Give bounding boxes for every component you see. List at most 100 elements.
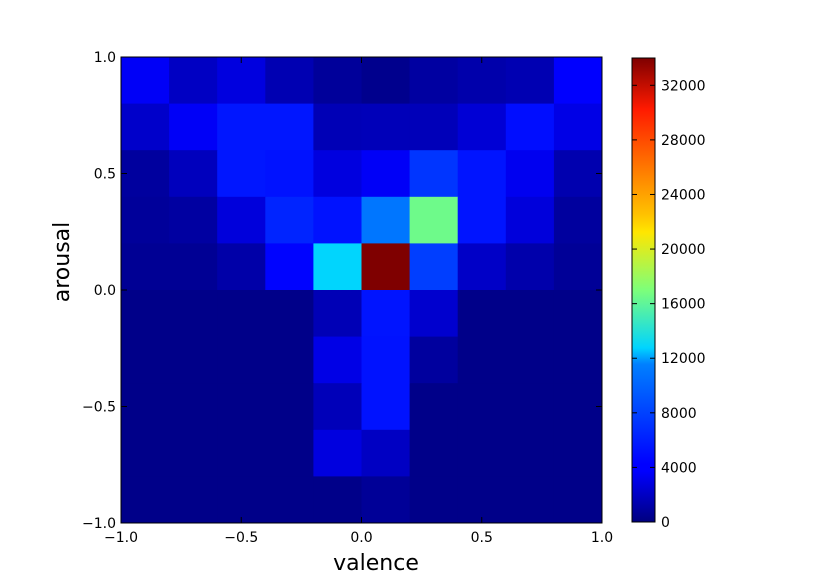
heatmap-cell [217, 290, 266, 338]
heatmap-cell [457, 383, 507, 431]
heatmap-cell [265, 243, 314, 291]
x-tick-label: 1.0 [591, 530, 613, 546]
heatmap-cell [553, 476, 603, 524]
heatmap-cell [121, 196, 170, 244]
heatmap-cell [553, 429, 603, 477]
heatmap-cell [457, 150, 507, 198]
heatmap-cell [265, 196, 314, 244]
heatmap-cells [121, 57, 603, 524]
colorbar-tick-label: 16000 [661, 297, 706, 313]
heatmap-cell [313, 243, 362, 291]
heatmap-cell [505, 196, 555, 244]
heatmap-cell [457, 57, 507, 105]
x-axis-ticks: −1.0 −0.5 0.0 0.5 1.0 [104, 57, 613, 546]
heatmap-cell [121, 476, 170, 524]
heatmap-cell [553, 243, 603, 291]
heatmap-cell [409, 429, 459, 477]
heatmap-cell [217, 476, 266, 524]
heatmap-cell [121, 290, 170, 338]
heatmap-cell [121, 150, 170, 198]
heatmap-cell [217, 336, 266, 384]
heatmap-cell [169, 150, 218, 198]
colorbar-tick-label: 0 [661, 515, 670, 531]
heatmap-cell [553, 383, 603, 431]
heatmap-cell [553, 196, 603, 244]
heatmap-cell [313, 57, 362, 105]
heatmap-cell [409, 57, 459, 105]
heatmap-cell [409, 150, 459, 198]
heatmap-cell [313, 336, 362, 384]
heatmap-cell [217, 103, 266, 151]
heatmap-cell [217, 243, 266, 291]
heatmap-cell [457, 196, 507, 244]
heatmap-cell [169, 196, 218, 244]
heatmap-cell [217, 196, 266, 244]
heatmap-cell [409, 383, 459, 431]
heatmap-cell [553, 336, 603, 384]
heatmap-cell [409, 103, 459, 151]
heatmap-cell [313, 196, 362, 244]
colorbar-tick-label: 20000 [661, 242, 706, 258]
heatmap-cell [505, 103, 555, 151]
x-tick-label: −0.5 [224, 530, 258, 546]
heatmap-cell [409, 196, 459, 244]
heatmap-cell [409, 336, 459, 384]
colorbar: 0 4000 8000 12000 16000 20000 24000 28000 32000 [631, 57, 706, 531]
y-axis-ticks: −1.0 −0.5 0.0 0.5 1.0 [82, 50, 602, 532]
heatmap-cell [217, 429, 266, 477]
y-axis-label: arousal [50, 222, 75, 303]
heatmap-cell [121, 57, 170, 105]
y-tick-label: 0.0 [94, 283, 116, 299]
x-tick-label: −1.0 [104, 530, 138, 546]
heatmap-cell [361, 150, 411, 198]
heatmap-cell [505, 429, 555, 477]
heatmap-cell [505, 57, 555, 105]
heatmap-cell [553, 150, 603, 198]
heatmap-cell [361, 336, 411, 384]
heatmap-cell [169, 336, 218, 384]
heatmap-cell [217, 383, 266, 431]
y-tick-label: 1.0 [94, 50, 116, 66]
heatmap-cell [313, 103, 362, 151]
heatmap-cell [553, 290, 603, 338]
heatmap-cell [361, 57, 411, 105]
heatmap-cell [361, 476, 411, 524]
heatmap-cell [265, 150, 314, 198]
heatmap-cell [457, 336, 507, 384]
heatmap-cell [169, 429, 218, 477]
y-tick-label: 0.5 [94, 167, 116, 183]
x-tick-label: 0.5 [471, 530, 493, 546]
heatmap-cell [361, 103, 411, 151]
heatmap-cell [553, 57, 603, 105]
heatmap-cell [265, 103, 314, 151]
colorbar-tick-label: 4000 [661, 460, 697, 476]
colorbar-gradient [631, 57, 656, 523]
heatmap-cell [121, 103, 170, 151]
colorbar-tick-label: 8000 [661, 406, 697, 422]
heatmap-cell [169, 103, 218, 151]
colorbar-ticks: 0 4000 8000 12000 16000 20000 24000 28000 32000 [632, 78, 706, 531]
heatmap-cell [505, 476, 555, 524]
heatmap-cell [313, 476, 362, 524]
heatmap-cell [361, 290, 411, 338]
heatmap-cell [121, 383, 170, 431]
heatmap-cell [457, 243, 507, 291]
heatmap-cell [313, 290, 362, 338]
heatmap-cell [121, 336, 170, 384]
heatmap-cell [505, 383, 555, 431]
heatmap-cell [457, 476, 507, 524]
heatmap-cell [169, 383, 218, 431]
heatmap-cell [121, 429, 170, 477]
heatmap-cell [217, 57, 266, 105]
heatmap-cell [313, 150, 362, 198]
heatmap-cell [313, 383, 362, 431]
colorbar-tick-label: 28000 [661, 133, 706, 149]
heatmap-cell [505, 150, 555, 198]
heatmap-cell [361, 383, 411, 431]
heatmap-cell [409, 243, 459, 291]
heatmap-cell [169, 243, 218, 291]
heatmap-cell [505, 243, 555, 291]
heatmap-cell [361, 196, 411, 244]
heatmap-cell [265, 336, 314, 384]
